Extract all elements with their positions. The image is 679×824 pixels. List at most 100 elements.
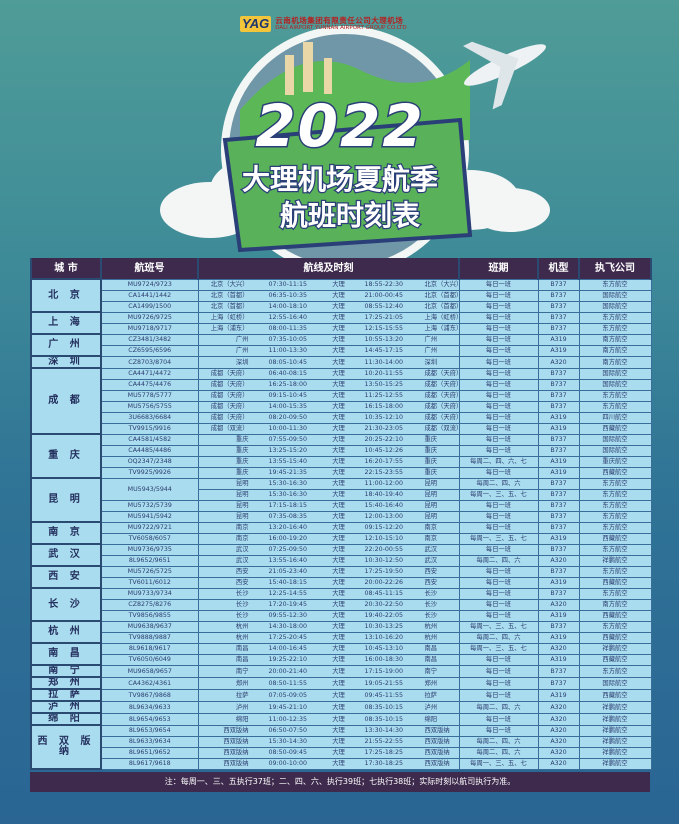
table-row: TV9915/9916 成都（双流） 10:00-11:30 大理 21:30-… [31, 422, 652, 435]
airline: 东方航空 [578, 521, 652, 534]
aircraft-type: A320 [537, 746, 580, 759]
outbound-time: 16:25-18:00 [268, 381, 308, 388]
schedule: 每周二、四、六 [458, 735, 539, 748]
outbound-time: 14:00-18:10 [268, 303, 308, 310]
aircraft-type: B737 [537, 543, 580, 556]
flight-number: OQ2347/2348 [100, 455, 199, 468]
outbound-time: 06:50-07:50 [268, 727, 308, 734]
via-dali: 大理 [332, 623, 345, 630]
airline: 国际航空 [578, 433, 652, 446]
table-row: 深 圳 CZ8703/8704 深圳 08:05-10:45 大理 11:30-1… [30, 355, 652, 369]
via-dali: 大理 [332, 703, 345, 711]
airline: 西藏航空 [578, 653, 652, 666]
table-row: TV9888/9887 杭州 17:25-20:45 大理 13:10-16:2… [31, 631, 652, 644]
via-dali: 大理 [332, 691, 345, 699]
airline: 祥鹏航空 [578, 712, 652, 726]
via-dali: 大理 [332, 336, 345, 343]
return-time: 11:25-12:55 [364, 392, 404, 399]
destination: 西双版纳 [424, 760, 450, 767]
via-dali: 大理 [332, 557, 345, 564]
outbound-time: 17:25-20:45 [268, 634, 308, 641]
route-cell: 北京（首都） 14:00-18:10 大理 08:55-12:40 北京（首都） [197, 300, 460, 313]
outbound-time: 21:05-23:40 [268, 568, 308, 575]
return-time: 12:10-15:10 [364, 535, 404, 542]
table-row: MU9718/9717 上海（浦东） 08:00-11:35 大理 12:15-… [31, 322, 652, 335]
aircraft-type: A319 [537, 631, 580, 644]
origin: 北京（首都） [210, 292, 249, 299]
destination: 郑州 [424, 679, 438, 687]
table-row: 8L9617/9618 西双版纳 09:00-10:00 大理 17:30-18… [31, 757, 652, 770]
destination: 北京（大兴） [424, 281, 459, 288]
destination: 重庆 [424, 447, 438, 454]
origin: 南昌 [235, 656, 249, 663]
origin: 重庆 [235, 436, 249, 443]
airline: 四川航空 [578, 411, 652, 424]
destination: 西双版纳 [424, 727, 450, 734]
city-cell: 广 州 [30, 333, 102, 357]
route-cell: 成都（天府） 14:00-15:35 大理 16:15-18:00 成都（天府） [197, 400, 460, 413]
destination: 杭州 [424, 634, 438, 641]
route-cell: 泸州 19:45-21:10 大理 08:35-10:15 泸州 [197, 700, 460, 714]
origin: 成都（天府） [210, 381, 249, 388]
airline: 东方航空 [578, 664, 652, 678]
via-dali: 大理 [332, 535, 345, 542]
via-dali: 大理 [332, 491, 345, 498]
outbound-time: 19:45-21:10 [268, 703, 308, 711]
outbound-time: 07:30-11:15 [268, 281, 308, 288]
airline: 国际航空 [578, 367, 652, 380]
return-time: 10:30-13:25 [364, 623, 404, 630]
route-cell: 西安 15:40-18:15 大理 20:00-22:26 西安 [197, 576, 460, 589]
airline: 东方航空 [578, 510, 652, 523]
flight-schedule-table: 城 市 航班号 航线及时刻 班期 机型 执飞公司 北 京 MU9724/9723 … [30, 258, 652, 792]
airline: 祥鹏航空 [578, 724, 652, 737]
route-cell: 西双版纳 09:00-10:00 大理 17:30-18:25 西双版纳 [197, 757, 460, 770]
origin: 成都（天府） [210, 392, 249, 399]
city-cell: 上 海 [30, 311, 102, 335]
table-row: TV9856/9855 长沙 09:55-12:30 大理 19:40-22:0… [31, 609, 652, 622]
destination: 成都（双流） [424, 425, 459, 432]
via-dali: 大理 [332, 358, 345, 366]
aircraft-type: B737 [537, 664, 580, 678]
schedule: 每日一班 [458, 333, 539, 346]
city-cell: 重 庆 [30, 433, 102, 479]
city-cell: 西 双 版 纳 [30, 724, 102, 770]
destination: 南昌 [424, 656, 438, 663]
route-cell: 长沙 17:20-19:45 大理 20:30-22:50 长沙 [197, 598, 460, 611]
return-time: 10:45-12:26 [364, 447, 404, 454]
table-row: TV6058/6057 南京 16:00-19:20 大理 12:10-15:1… [31, 532, 652, 545]
via-dali: 大理 [332, 656, 345, 663]
schedule: 每日一班 [458, 466, 539, 479]
airline: 西藏航空 [578, 631, 652, 644]
table-row: MU5756/5755 成都（天府） 14:00-15:35 大理 16:15-… [31, 400, 652, 413]
flight-number: CA4362/4361 [100, 676, 199, 690]
outbound-time: 13:25-15:20 [268, 447, 308, 454]
schedule: 每日一班 [458, 653, 539, 666]
via-dali: 大理 [332, 524, 345, 531]
outbound-time: 14:30-18:00 [268, 623, 308, 630]
table-row: 8L9651/9652 西双版纳 08:50-09:45 大理 17:25-18… [31, 746, 652, 759]
via-dali: 大理 [332, 281, 345, 288]
aircraft-type: B737 [537, 433, 580, 446]
flight-number: MU9736/9735 [100, 543, 199, 556]
table-row: CA1441/1442 北京（首都） 06:35-10:35 大理 21:00-… [31, 289, 652, 302]
schedule: 每周二、四、六 [458, 477, 539, 490]
airline: 祥鹏航空 [578, 746, 652, 759]
origin: 西双版纳 [223, 760, 249, 767]
table-row: 昆 明 MU5943/5944 昆明 15:30-16:30 大理 11:00-1… [30, 477, 652, 523]
outbound-time: 12:25-14:55 [268, 590, 308, 597]
origin: 长沙 [235, 612, 249, 619]
destination: 武汉 [424, 557, 438, 564]
table-row: CA1499/1500 北京（首都） 14:00-18:10 大理 08:55-… [31, 300, 652, 313]
table-row: 杭 州 MU9638/9637 杭州 14:30-18:00 大理 10:30-1… [30, 620, 652, 644]
destination: 重庆 [424, 469, 438, 476]
destination: 上海（浦东） [424, 325, 459, 332]
route-cell: 昆明 15:30-16:30 大理 18:40-19:40 昆明 [197, 488, 460, 501]
via-dali: 大理 [332, 381, 345, 388]
table-row: 8L9633/9634 西双版纳 15:30-14:30 大理 21:55-22… [31, 735, 652, 748]
origin: 长沙 [235, 601, 249, 608]
aircraft-type: B737 [537, 620, 580, 633]
destination: 北京（首都） [424, 292, 459, 299]
origin: 昆明 [235, 480, 249, 487]
origin: 上海（浦东） [210, 325, 249, 332]
table-row: CA4485/4486 重庆 13:25-15:20 大理 10:45-12:2… [31, 444, 652, 457]
